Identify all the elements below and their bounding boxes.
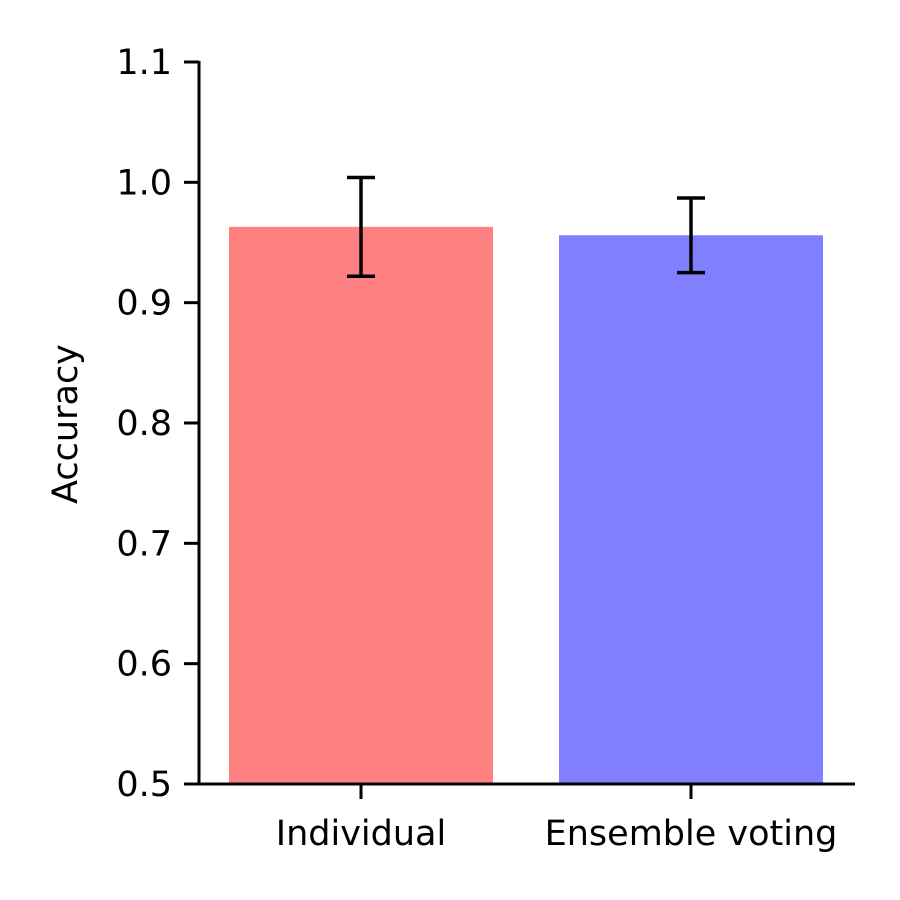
- y-tick-label: 1.1: [116, 43, 172, 83]
- y-tick-label: 0.8: [116, 404, 172, 444]
- y-tick-label: 1.0: [116, 163, 172, 203]
- y-tick-label: 0.5: [116, 765, 172, 805]
- x-tick-label: Ensemble voting: [545, 814, 838, 854]
- y-tick-label: 0.9: [116, 284, 172, 324]
- y-tick-label: 0.7: [116, 524, 172, 564]
- y-tick-label: 0.6: [116, 645, 172, 685]
- x-tick-label: Individual: [276, 814, 446, 854]
- errorbars-layer: [347, 175, 705, 278]
- y-axis-label: Accuracy: [46, 344, 86, 504]
- x-ticks-layer: Individual Ensemble voting: [276, 784, 838, 854]
- bar-ensemble-voting: [559, 235, 823, 784]
- bars-layer: [229, 226, 823, 784]
- y-ticks-layer: 0.5 0.6 0.7 0.8 0.9 1.0 1.1: [116, 43, 199, 805]
- bar-individual: [229, 226, 493, 784]
